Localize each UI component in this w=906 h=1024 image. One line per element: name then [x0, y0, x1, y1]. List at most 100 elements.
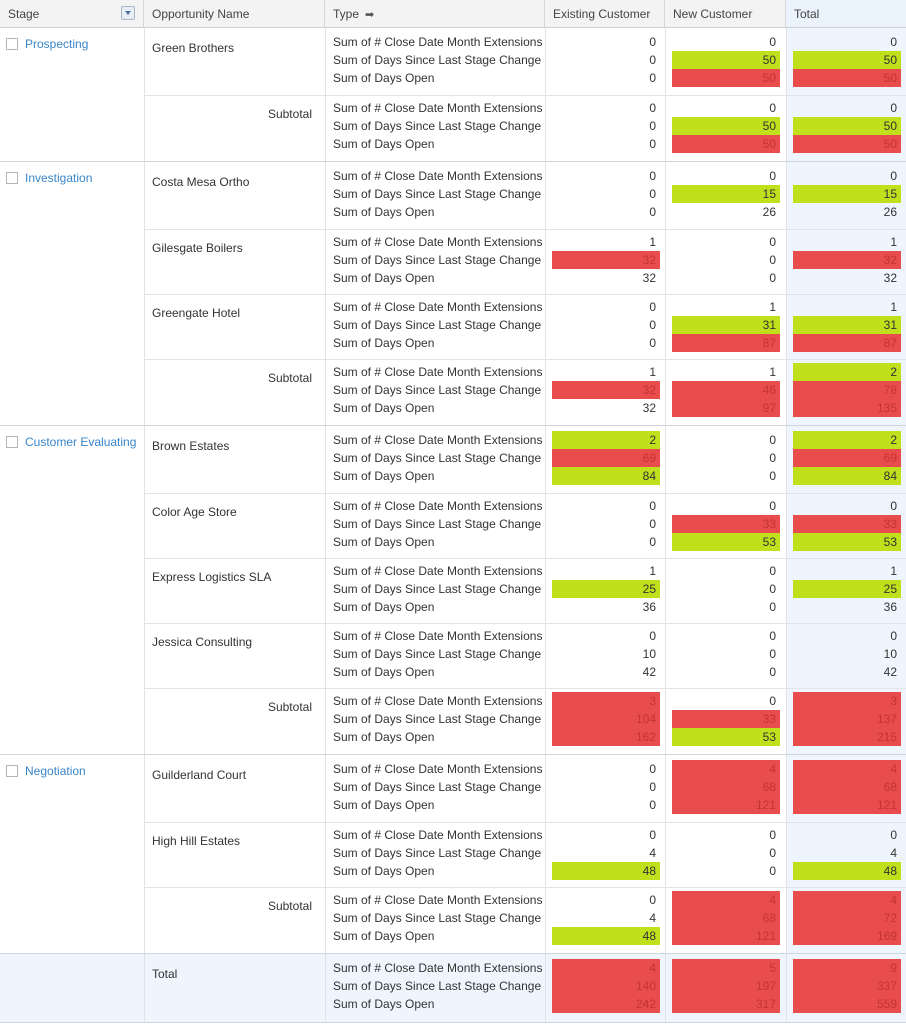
new-value: 121 [672, 796, 780, 814]
total-values: 9 337 559 [793, 959, 901, 1013]
new-values: 0 50 50 [672, 33, 780, 87]
column-divider [665, 426, 666, 754]
stage-link[interactable]: Negotiation [25, 764, 86, 778]
metric-label: Sum of Days Open [333, 665, 435, 679]
new-value: 0 [769, 235, 776, 249]
column-header-existing-label: Existing Customer [553, 7, 651, 21]
total-values: 0 50 50 [793, 99, 901, 153]
total-value: 2 [793, 363, 901, 381]
existing-value: 0 [649, 893, 656, 907]
new-value: 0 [769, 35, 776, 49]
metric-label: Sum of Days Since Last Stage Change [333, 383, 542, 397]
metric-label: Sum of Days Since Last Stage Change [333, 647, 542, 661]
total-value: 42 [883, 665, 897, 679]
metric-label: Sum of # Close Date Month Extensions [333, 893, 543, 907]
column-divider [144, 426, 145, 754]
new-value: 5 [672, 959, 780, 977]
column-header-new[interactable]: New Customer [665, 0, 786, 28]
stage-link[interactable]: Customer Evaluating [25, 435, 137, 449]
total-value: 48 [793, 862, 901, 880]
total-value: 0 [890, 828, 897, 842]
column-header-opportunity[interactable]: Opportunity Name [144, 0, 325, 28]
stage-checkbox[interactable] [6, 38, 18, 50]
metric-label: Sum of # Close Date Month Extensions [333, 499, 543, 513]
total-value: 31 [793, 316, 901, 334]
subtotal-row: Subtotal Sum of # Close Date Month Extens… [144, 95, 906, 160]
column-divider [786, 426, 787, 754]
stage-link[interactable]: Investigation [25, 171, 93, 185]
metric-labels: Sum of # Close Date Month Extensions Sum … [333, 33, 542, 87]
existing-value: 25 [552, 580, 660, 598]
metric-label: Sum of # Close Date Month Extensions [333, 433, 543, 447]
total-value: 4 [793, 760, 901, 778]
column-header-type[interactable]: Type ➡ [325, 0, 545, 28]
metric-label: Sum of # Close Date Month Extensions [333, 762, 543, 776]
existing-value: 104 [552, 710, 660, 728]
column-header-stage[interactable]: Stage [0, 0, 144, 28]
new-value: 33 [672, 710, 780, 728]
total-values: 0 50 50 [793, 33, 901, 87]
metric-label: Sum of Days Since Last Stage Change [333, 582, 542, 596]
column-header-existing[interactable]: Existing Customer [545, 0, 665, 28]
column-divider [665, 162, 666, 425]
new-value: 0 [769, 253, 776, 267]
existing-value: 0 [649, 187, 656, 201]
existing-value: 0 [649, 169, 656, 183]
metric-label: Sum of Days Open [333, 929, 435, 943]
stage-checkbox[interactable] [6, 436, 18, 448]
metric-label: Sum of Days Since Last Stage Change [333, 517, 542, 531]
metric-labels: Sum of # Close Date Month Extensions Sum … [333, 826, 542, 880]
existing-value: 0 [649, 300, 656, 314]
new-value: 68 [672, 778, 780, 796]
new-value: 50 [672, 117, 780, 135]
total-value: 68 [793, 778, 901, 796]
total-values: 0 33 53 [793, 497, 901, 551]
existing-values: 0 0 0 [552, 167, 660, 221]
existing-value: 48 [552, 927, 660, 945]
column-header-total[interactable]: Total [786, 0, 906, 28]
metric-label: Sum of Days Since Last Stage Change [333, 712, 542, 726]
total-value: 32 [883, 271, 897, 285]
table-row: High Hill Estates Sum of # Close Date Mon… [144, 822, 906, 887]
existing-values: 4 140 242 [552, 959, 660, 1013]
stage-cell: Customer Evaluating [0, 426, 144, 754]
metric-label: Sum of Days Open [333, 997, 435, 1011]
column-divider [325, 162, 326, 425]
existing-value: 0 [649, 762, 656, 776]
opportunity-name: Brown Estates [152, 439, 230, 453]
total-values: 4 72 169 [793, 891, 901, 945]
new-values: 0 0 0 [672, 233, 780, 287]
existing-values: 3 104 162 [552, 692, 660, 746]
column-divider [665, 28, 666, 161]
total-value: 9 [793, 959, 901, 977]
new-value: 0 [769, 101, 776, 115]
new-value: 53 [672, 728, 780, 746]
new-value: 46 [672, 381, 780, 399]
new-value: 4 [672, 760, 780, 778]
table-row: Color Age Store Sum of # Close Date Month… [144, 493, 906, 558]
existing-value: 162 [552, 728, 660, 746]
total-values: 0 10 42 [793, 627, 901, 681]
new-value: 0 [769, 582, 776, 596]
stage-checkbox[interactable] [6, 765, 18, 777]
existing-value: 0 [649, 517, 656, 531]
subtotal-label: Subtotal [267, 899, 312, 913]
existing-value: 42 [642, 665, 656, 679]
stage-checkbox[interactable] [6, 172, 18, 184]
metric-label: Sum of # Close Date Month Extensions [333, 235, 543, 249]
existing-value: 4 [649, 911, 656, 925]
total-values: 2 78 135 [793, 363, 901, 417]
chevron-down-icon[interactable] [121, 6, 135, 20]
new-values: 0 0 0 [672, 431, 780, 485]
opportunity-name: Costa Mesa Ortho [152, 175, 250, 189]
new-values: 0 0 0 [672, 627, 780, 681]
existing-values: 0 0 0 [552, 298, 660, 352]
existing-value: 36 [642, 600, 656, 614]
metric-label: Sum of # Close Date Month Extensions [333, 101, 543, 115]
column-divider [665, 755, 666, 953]
total-value: 337 [793, 977, 901, 995]
stage-link[interactable]: Prospecting [25, 37, 89, 51]
new-value: 15 [672, 185, 780, 203]
metric-labels: Sum of # Close Date Month Extensions Sum … [333, 99, 542, 153]
metric-labels: Sum of # Close Date Month Extensions Sum … [333, 167, 542, 221]
